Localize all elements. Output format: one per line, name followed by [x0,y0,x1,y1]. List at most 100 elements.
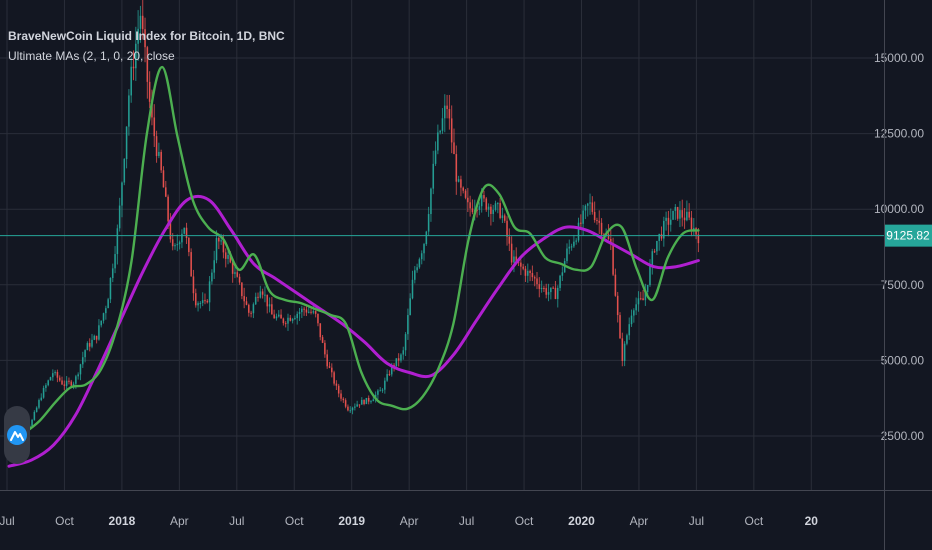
candle-body [501,215,504,218]
candle-body [102,313,105,321]
candle-body [118,205,121,229]
candle-body [427,214,430,232]
candle-body [259,291,262,298]
candle-body [289,317,292,321]
candle-body [612,243,614,275]
indicator-label[interactable]: Ultimate MAs (2, 1, 0, 20, close [8,49,175,63]
candle-body [349,410,352,412]
legend: BraveNewCoin Liquid Index for Bitcoin, 1… [8,26,285,66]
candle-body [344,400,347,407]
candle-body [141,15,144,30]
candle-body [503,215,506,221]
x-tick-label: Oct [515,514,534,528]
candle-body [446,105,448,110]
candle-body [181,233,183,243]
candle-body [298,312,301,314]
candle-body [224,252,227,259]
candle-body [326,354,328,367]
candle-body [174,245,176,247]
candle-body [236,272,239,277]
candle-body [358,404,361,406]
candle-body [453,142,455,155]
candle-body [167,196,169,222]
candle-body [335,383,338,386]
candle-body [621,338,624,361]
candle-body [490,206,492,214]
candle-body [245,301,248,305]
candle-body [178,242,181,245]
candle-body [642,298,644,301]
candle-body [264,294,266,296]
candle-body [190,252,192,277]
candle-body [390,364,393,375]
candle-body [672,210,674,220]
candle-body [679,210,681,219]
candle-body [676,207,679,219]
candle-body [199,302,202,304]
candle-body [561,272,564,276]
candle-body [646,285,649,292]
candle-body [95,335,98,340]
candle-body [384,380,386,390]
candle-body [222,240,225,253]
candle-body [450,118,453,143]
candle-body [575,240,577,242]
candle-body [234,272,236,274]
candle-body [681,210,684,218]
candle-body [434,150,437,164]
candle-body [508,236,511,244]
candle-body [529,270,531,274]
candle-body [367,397,370,402]
candle-body [218,237,220,242]
candle-body [593,211,596,221]
candle-body [330,367,333,373]
candle-body [462,187,465,191]
candle-body [619,315,621,339]
candle-body [630,315,633,325]
candle-body [425,231,428,245]
candles [8,0,700,438]
candle-body [291,319,294,321]
candle-body [144,29,146,48]
candle-body [628,324,631,336]
candle-body [204,300,206,302]
candle-body [457,179,460,182]
candle-body [545,288,548,295]
candle-body [183,227,186,234]
candle-body [467,197,469,203]
candle-body [651,251,654,266]
candle-body [294,318,296,320]
candle-body [667,217,670,225]
candle-body [303,308,305,310]
candle-body [448,109,451,119]
candle-body [372,399,375,402]
y-tick-label: 7500.00 [881,278,925,292]
candle-body [515,256,518,262]
candle-body [591,202,594,212]
candle-body [635,304,637,311]
candle-body [658,233,661,241]
candle-body [296,313,299,319]
candle-body [61,380,63,385]
candle-body [158,151,160,156]
candle-body [38,400,40,408]
candle-body [688,211,690,218]
candle-body [340,393,342,399]
candle-body [116,228,119,255]
candle-body [49,377,52,381]
tradingview-logo[interactable] [4,406,30,464]
candle-body [342,398,345,401]
candle-body [409,298,411,316]
candle-body [130,66,133,96]
candle-body [47,380,49,386]
candle-body [464,190,467,198]
candle-body [215,237,218,261]
candle-body [155,136,158,156]
candle-body [208,281,211,303]
candle-body [639,298,642,300]
candle-body [469,202,471,209]
candle-body [460,179,462,188]
chart-title: BraveNewCoin Liquid Index for Bitcoin, 1… [8,29,285,43]
